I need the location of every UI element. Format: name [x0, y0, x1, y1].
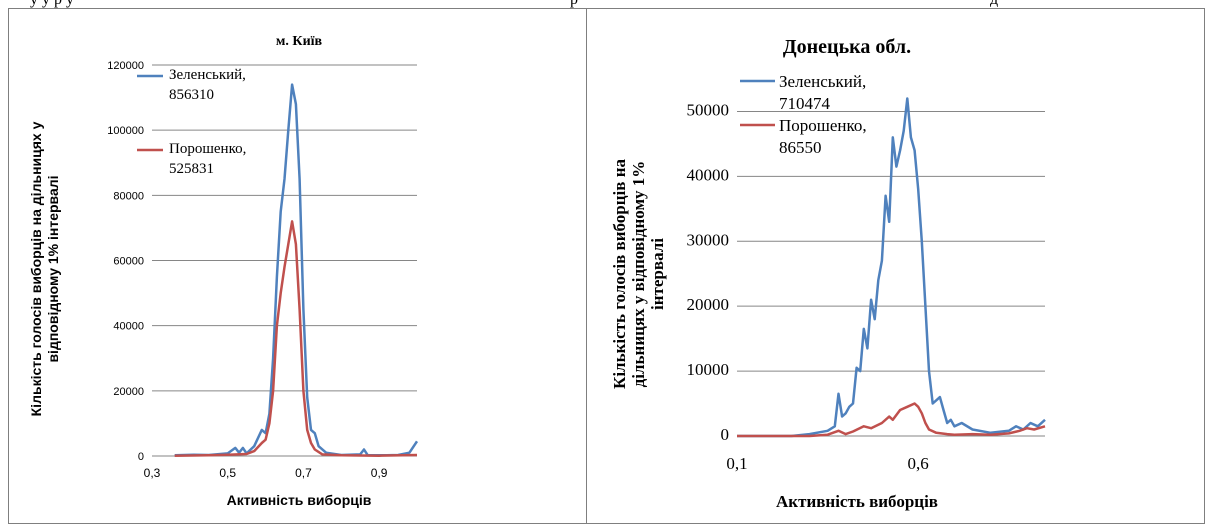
y-tick-label: 80000	[113, 190, 144, 202]
y-tick-label: 10000	[687, 360, 730, 379]
plot-area: 0 10000 20000 30000 40000 50000 0,1 0,6	[687, 97, 1046, 473]
legend-series-name: Зеленський,	[779, 72, 866, 91]
y-tick-label: 40000	[687, 165, 730, 184]
chart-title: Донецька обл.	[783, 36, 911, 58]
y-tick-label: 120000	[107, 60, 144, 72]
y-axis-label-line-2: відповідному 1% інтервалі	[45, 175, 61, 362]
legend-series-name: Порошенко,	[779, 116, 867, 135]
chart-title: м. Київ	[276, 34, 323, 49]
y-tick-label: 100000	[107, 125, 144, 137]
header-fragment-mid: р	[570, 0, 578, 9]
legend-series-total: 525831	[169, 161, 214, 177]
legend-series-total: 710474	[779, 94, 831, 113]
y-tick-label: 0	[138, 451, 144, 463]
series-line-zelenskyi	[737, 97, 1046, 438]
x-tick-label: 0,7	[295, 466, 312, 480]
y-axis-label-line-1: Кількість голосів виборців на	[610, 159, 629, 389]
y-axis-label-line-3: інтервалі	[648, 238, 667, 310]
y-tick-label: 0	[721, 425, 730, 444]
legend-series-total: 86550	[779, 138, 822, 157]
y-tick-label: 20000	[113, 386, 144, 398]
x-tick-label: 0,9	[371, 466, 388, 480]
y-axis-label-line-2: дільницях у відповідному 1%	[629, 161, 648, 388]
x-tick-label: 0,3	[144, 466, 161, 480]
y-axis-label: Кількість голосів виборців на дільницях …	[610, 159, 667, 389]
x-axis-label: Активність виборців	[227, 492, 372, 508]
series-line-poroshenko	[737, 402, 1046, 438]
chart-donetsk: Донецька обл. Активність виборців Кількі…	[610, 36, 1046, 511]
y-tick-label: 40000	[113, 321, 144, 333]
chart-panel-donetsk: Донецька обл. Активність виборців Кількі…	[586, 8, 1205, 524]
legend-series-name: Порошенко,	[169, 141, 246, 157]
legend: Зеленський, 710474 Порошенко, 86550	[740, 72, 867, 157]
header-fragment-right: д	[990, 0, 998, 9]
y-tick-label: 50000	[687, 100, 730, 119]
header-fragment-left: у у р у	[30, 0, 74, 9]
chart-kyiv: м. Київ Активність виборців Кількість го…	[28, 34, 419, 508]
x-tick-label: 0,6	[908, 454, 929, 473]
x-tick-label: 0,1	[726, 454, 747, 473]
x-axis-label: Активність виборців	[776, 492, 938, 511]
x-tick-label: 0,5	[219, 466, 236, 480]
y-axis-label: Кількість голосів виборців на дільницях …	[28, 121, 61, 416]
series-line-poroshenko	[174, 220, 418, 457]
legend-series-name: Зеленський,	[169, 67, 246, 83]
series-line-zelenskyi	[174, 83, 419, 457]
y-tick-label: 30000	[687, 230, 730, 249]
header-fragment: у у р у р д	[0, 0, 1213, 13]
y-tick-label: 60000	[113, 256, 144, 268]
y-axis-label-line-1: Кількість голосів виборців на дільницях …	[28, 121, 44, 416]
y-tick-label: 20000	[687, 295, 730, 314]
chart-panel-kyiv: м. Київ Активність виборців Кількість го…	[8, 8, 587, 524]
plot-area: 0 20000 40000 60000 80000 100000 120000 0,3 0,5 0…	[107, 60, 419, 480]
legend-series-total: 856310	[169, 87, 214, 103]
legend: Зеленський, 856310 Порошенко, 525831	[137, 67, 246, 177]
